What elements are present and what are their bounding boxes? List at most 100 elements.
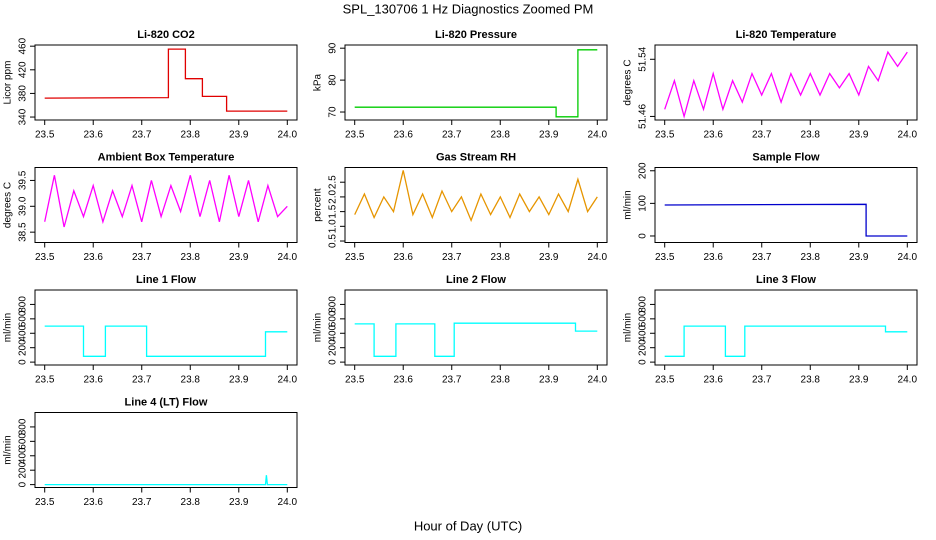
x-tick-label: 23.8: [801, 375, 821, 386]
x-tick-label: 23.9: [849, 130, 869, 141]
y-tick-label: 2.5: [328, 175, 339, 189]
x-axis-label: Hour of Day (UTC): [414, 518, 522, 533]
panel-title: Line 4 (LT) Flow: [125, 396, 208, 408]
data-line: [44, 475, 288, 486]
x-tick-label: 23.7: [442, 375, 462, 386]
data-line: [664, 325, 908, 357]
x-tick-label: 23.5: [35, 130, 55, 141]
y-tick-label: 600: [328, 310, 339, 327]
y-tick-label: 1.5: [328, 204, 339, 218]
y-tick-label: 0: [18, 481, 29, 487]
y-tick-label: 200: [18, 339, 29, 356]
panel-title: Li-820 CO2: [137, 29, 194, 41]
plot-frame: [34, 167, 298, 243]
x-tick-label: 23.6: [703, 252, 723, 263]
x-tick-label: 23.6: [83, 497, 103, 508]
y-axis-label: ml/min: [3, 313, 14, 342]
y-tick-label: 400: [328, 324, 339, 341]
x-tick-label: 23.8: [801, 252, 821, 263]
x-tick-label: 23.8: [181, 375, 201, 386]
y-tick-label: 600: [638, 310, 649, 327]
x-tick-label: 23.6: [393, 375, 413, 386]
x-tick-label: 23.9: [539, 375, 559, 386]
y-axis-label: ml/min: [623, 190, 634, 219]
plot-frame: [344, 289, 608, 366]
y-tick-label: 90: [328, 42, 339, 54]
y-axis-label: ml/min: [313, 313, 324, 342]
x-tick-label: 24.0: [898, 252, 918, 263]
data-line: [354, 170, 598, 223]
x-tick-label: 23.6: [393, 130, 413, 141]
x-tick-label: 23.9: [229, 375, 249, 386]
x-tick-label: 24.0: [588, 252, 608, 263]
x-tick-label: 23.6: [703, 130, 723, 141]
y-tick-label: 200: [328, 339, 339, 356]
y-tick-label: 51.46: [638, 103, 649, 128]
y-tick-label: 0: [638, 359, 649, 365]
x-tick-label: 23.9: [539, 252, 559, 263]
x-tick-label: 23.7: [752, 130, 772, 141]
x-tick-label: 23.6: [83, 375, 103, 386]
y-tick-label: 600: [18, 310, 29, 327]
y-tick-label: 0: [328, 359, 339, 365]
x-tick-label: 24.0: [898, 130, 918, 141]
x-tick-label: 24.0: [278, 130, 298, 141]
y-axis-label: percent: [313, 188, 324, 222]
y-tick-label: 51.54: [638, 46, 649, 71]
panel-title: Li-820 Temperature: [736, 29, 837, 41]
x-tick-label: 23.9: [539, 130, 559, 141]
x-tick-label: 23.9: [229, 252, 249, 263]
x-tick-label: 23.8: [181, 497, 201, 508]
data-line: [44, 325, 288, 357]
data-line: [44, 175, 288, 228]
x-tick-label: 24.0: [278, 252, 298, 263]
y-tick-label: 0: [638, 233, 649, 239]
panel-title: Li-820 Pressure: [435, 29, 517, 41]
panel-title: Sample Flow: [752, 151, 820, 163]
x-tick-label: 23.7: [132, 497, 152, 508]
y-tick-label: 380: [18, 85, 29, 102]
x-tick-label: 23.9: [229, 130, 249, 141]
x-tick-label: 23.7: [132, 252, 152, 263]
data-line: [44, 48, 288, 112]
x-tick-label: 23.5: [345, 130, 365, 141]
plot-frame: [654, 167, 918, 243]
y-tick-label: 400: [638, 324, 649, 341]
x-tick-label: 23.5: [35, 252, 55, 263]
x-tick-label: 23.7: [132, 375, 152, 386]
x-tick-label: 23.5: [655, 252, 675, 263]
x-tick-label: 23.8: [181, 130, 201, 141]
y-tick-label: 80: [328, 74, 339, 86]
y-axis-label: degrees C: [3, 182, 14, 228]
y-axis-label: Licor ppm: [3, 61, 14, 105]
y-tick-label: 200: [18, 461, 29, 478]
data-line: [664, 50, 908, 119]
x-tick-label: 23.5: [345, 375, 365, 386]
y-tick-label: 39.0: [18, 196, 29, 216]
panel-title: Line 2 Flow: [446, 274, 506, 286]
y-tick-label: 70: [328, 106, 339, 118]
x-tick-label: 23.7: [752, 252, 772, 263]
x-tick-label: 23.7: [442, 130, 462, 141]
x-tick-label: 23.7: [752, 375, 772, 386]
x-tick-label: 23.7: [442, 252, 462, 263]
data-line: [664, 203, 908, 237]
plot-frame: [344, 167, 608, 243]
y-tick-label: 1.0: [328, 219, 339, 233]
x-tick-label: 23.8: [491, 252, 511, 263]
panel-title: Ambient Box Temperature: [98, 151, 235, 163]
y-axis-label: kPa: [313, 73, 324, 91]
y-tick-label: 200: [638, 339, 649, 356]
y-tick-label: 200: [638, 162, 649, 179]
x-tick-label: 23.5: [35, 375, 55, 386]
x-tick-label: 23.9: [849, 375, 869, 386]
plot-frame: [34, 289, 298, 366]
x-tick-label: 23.6: [703, 375, 723, 386]
y-tick-label: 38.5: [18, 222, 29, 242]
x-tick-label: 23.8: [181, 252, 201, 263]
y-axis-label: ml/min: [623, 313, 634, 342]
plot-frame: [34, 412, 298, 488]
y-tick-label: 800: [328, 296, 339, 313]
data-line: [354, 322, 598, 357]
